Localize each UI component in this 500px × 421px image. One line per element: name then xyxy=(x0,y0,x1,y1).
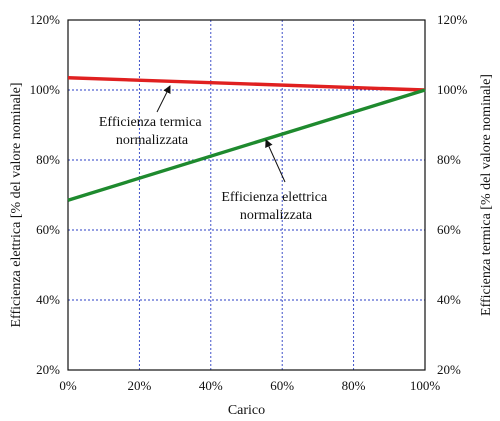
y-tick-label-left: 40% xyxy=(36,292,60,307)
series-line-termica xyxy=(67,76,426,92)
x-tick-label: 100% xyxy=(410,378,441,393)
y-tick-label-right: 120% xyxy=(437,12,468,27)
tick-labels: 0% 20% 40% 60% 80% 100%20% 20%40% 40%60% 60%80% 8… xyxy=(30,12,468,393)
svg-text:Efficienza elettrica nor: Efficienza elettrica normalizzata xyxy=(221,190,330,223)
y-tick-label-left: 60% xyxy=(36,222,60,237)
y-axis-label-left: Efficienza elettrica [% del valore nomin… xyxy=(9,83,24,328)
annotation-elettrica-arrow xyxy=(265,139,286,183)
series-line-elettrica xyxy=(67,88,426,202)
annotation-elettrica: Efficienza elettrica normalizzata xyxy=(221,139,330,223)
grid xyxy=(68,20,425,370)
y-tick-label-left: 120% xyxy=(30,12,61,27)
series-layer xyxy=(67,76,426,202)
y-tick-label-left: 100% xyxy=(30,82,61,97)
y-axis-label-right: Efficienza termica [% del valore nominal… xyxy=(479,74,494,316)
x-tick-label: 40% xyxy=(199,378,223,393)
x-tick-label: 60% xyxy=(270,378,294,393)
svg-text:Efficienza termica norma: Efficienza termica normalizzata xyxy=(99,115,205,148)
plot-frame xyxy=(67,19,426,371)
y-tick-label-right: 20% xyxy=(437,362,461,377)
annotation-termica-arrow xyxy=(156,85,171,113)
y-tick-label-right: 40% xyxy=(437,292,461,307)
x-tick-label: 20% xyxy=(127,378,151,393)
annotation-termica-line-2: normalizzata xyxy=(116,133,189,148)
x-tick-label: 0% xyxy=(59,378,77,393)
y-tick-label-left: 80% xyxy=(36,152,60,167)
y-tick-label-left: 20% xyxy=(36,362,60,377)
x-tick-label: 80% xyxy=(342,378,366,393)
annotation-elettrica-line-1: Efficienza elettrica xyxy=(221,190,328,205)
y-tick-label-right: 60% xyxy=(437,222,461,237)
x-axis-label: Carico xyxy=(228,403,265,418)
annotation-elettrica-line-2: normalizzata xyxy=(240,208,313,223)
annotation-termica: Efficienza termica normalizzata xyxy=(99,85,205,148)
annotation-termica-line-1: Efficienza termica xyxy=(99,115,203,130)
y-tick-label-right: 80% xyxy=(437,152,461,167)
y-tick-label-right: 100% xyxy=(437,82,468,97)
